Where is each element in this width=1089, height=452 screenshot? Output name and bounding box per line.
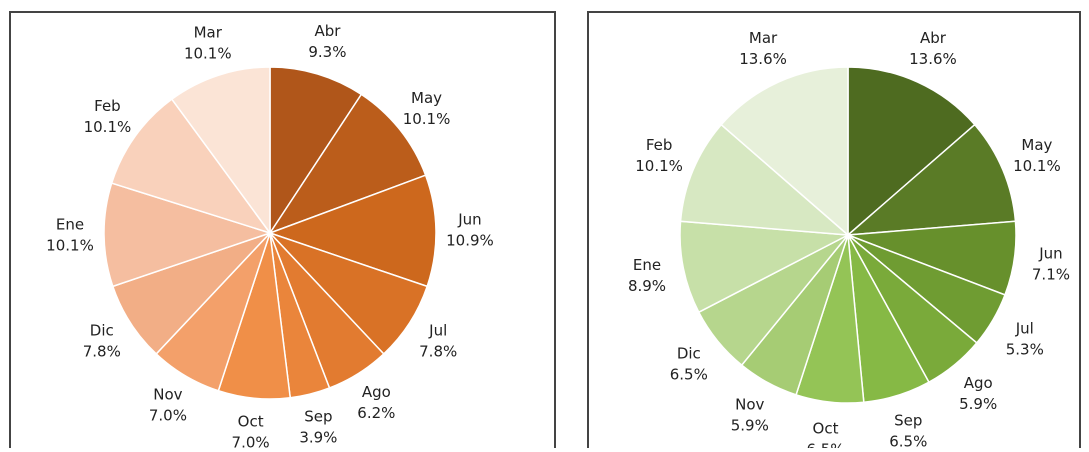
pie-slice [720,66,849,237]
slice-value-label: 10.1% [184,44,232,62]
slice-value-label: 8.9% [628,277,666,295]
slice-value-label: 10.1% [635,157,683,175]
slice-category: Nov [735,395,764,413]
slice-category: Abr [314,22,341,40]
slice-value-label: 7.8% [83,343,121,361]
slice-category: Oct [813,419,839,437]
slice-value-label: 5.9% [959,395,997,413]
slice-value-label: 13.6% [909,50,957,68]
slice-category: May [1021,136,1052,154]
slice-value-label: 10.1% [403,110,451,128]
slice-category: Feb [94,97,121,115]
slice-category: Dic [677,345,701,363]
slice-category: Feb [646,136,673,154]
slice-category: Oct [238,413,264,431]
slice-category: May [411,89,442,107]
slice-category: Ago [964,374,993,392]
pie-slice [267,174,437,288]
slice-value-label: 13.6% [739,50,787,68]
slice-category: Ago [362,383,391,401]
slice-value-label: 7.8% [419,343,457,361]
slice-category: Ene [56,216,84,234]
slice-value-label: 10.1% [46,237,94,255]
slice-value-label: 5.3% [1006,340,1044,358]
slice-value-label: 6.5% [806,440,844,448]
slice-value-label: 9.3% [308,43,346,61]
pie-slice [103,182,273,288]
slice-category: Abr [920,29,947,47]
slice-category: Mar [194,23,223,41]
slice-category: Jun [457,211,481,229]
pie-slice [845,123,1017,236]
pie-slice [268,93,427,235]
slice-value-label: 6.5% [889,432,927,448]
pie-slice [170,66,271,236]
slice-category: Dic [90,322,114,340]
slice-category: Jul [428,322,447,340]
slice-value-label: 7.0% [149,406,187,424]
slice-value-label: 7.0% [232,434,270,448]
slice-value-label: 7.1% [1032,265,1070,283]
slice-value-label: 3.9% [299,429,337,447]
slice-category: Nov [153,385,182,403]
pie-slice [269,66,363,236]
pie-slice [679,123,851,236]
slice-category: Ene [633,256,661,274]
slice-value-label: 10.9% [446,232,494,250]
pie-slice [110,98,272,235]
slice-category: Mar [749,29,778,47]
slice-category: Sep [894,411,922,429]
slice-category: Jul [1015,319,1034,337]
slice-value-label: 6.2% [357,404,395,422]
slice-value-label: 10.1% [84,118,132,136]
slice-value-label: 5.9% [731,416,769,434]
slice-category: Jun [1038,244,1062,262]
pie-slice [679,220,851,314]
slice-category: Sep [304,408,332,426]
pie-slice [847,66,976,237]
slice-value-label: 6.5% [670,366,708,384]
slice-value-label: 10.1% [1013,157,1061,175]
